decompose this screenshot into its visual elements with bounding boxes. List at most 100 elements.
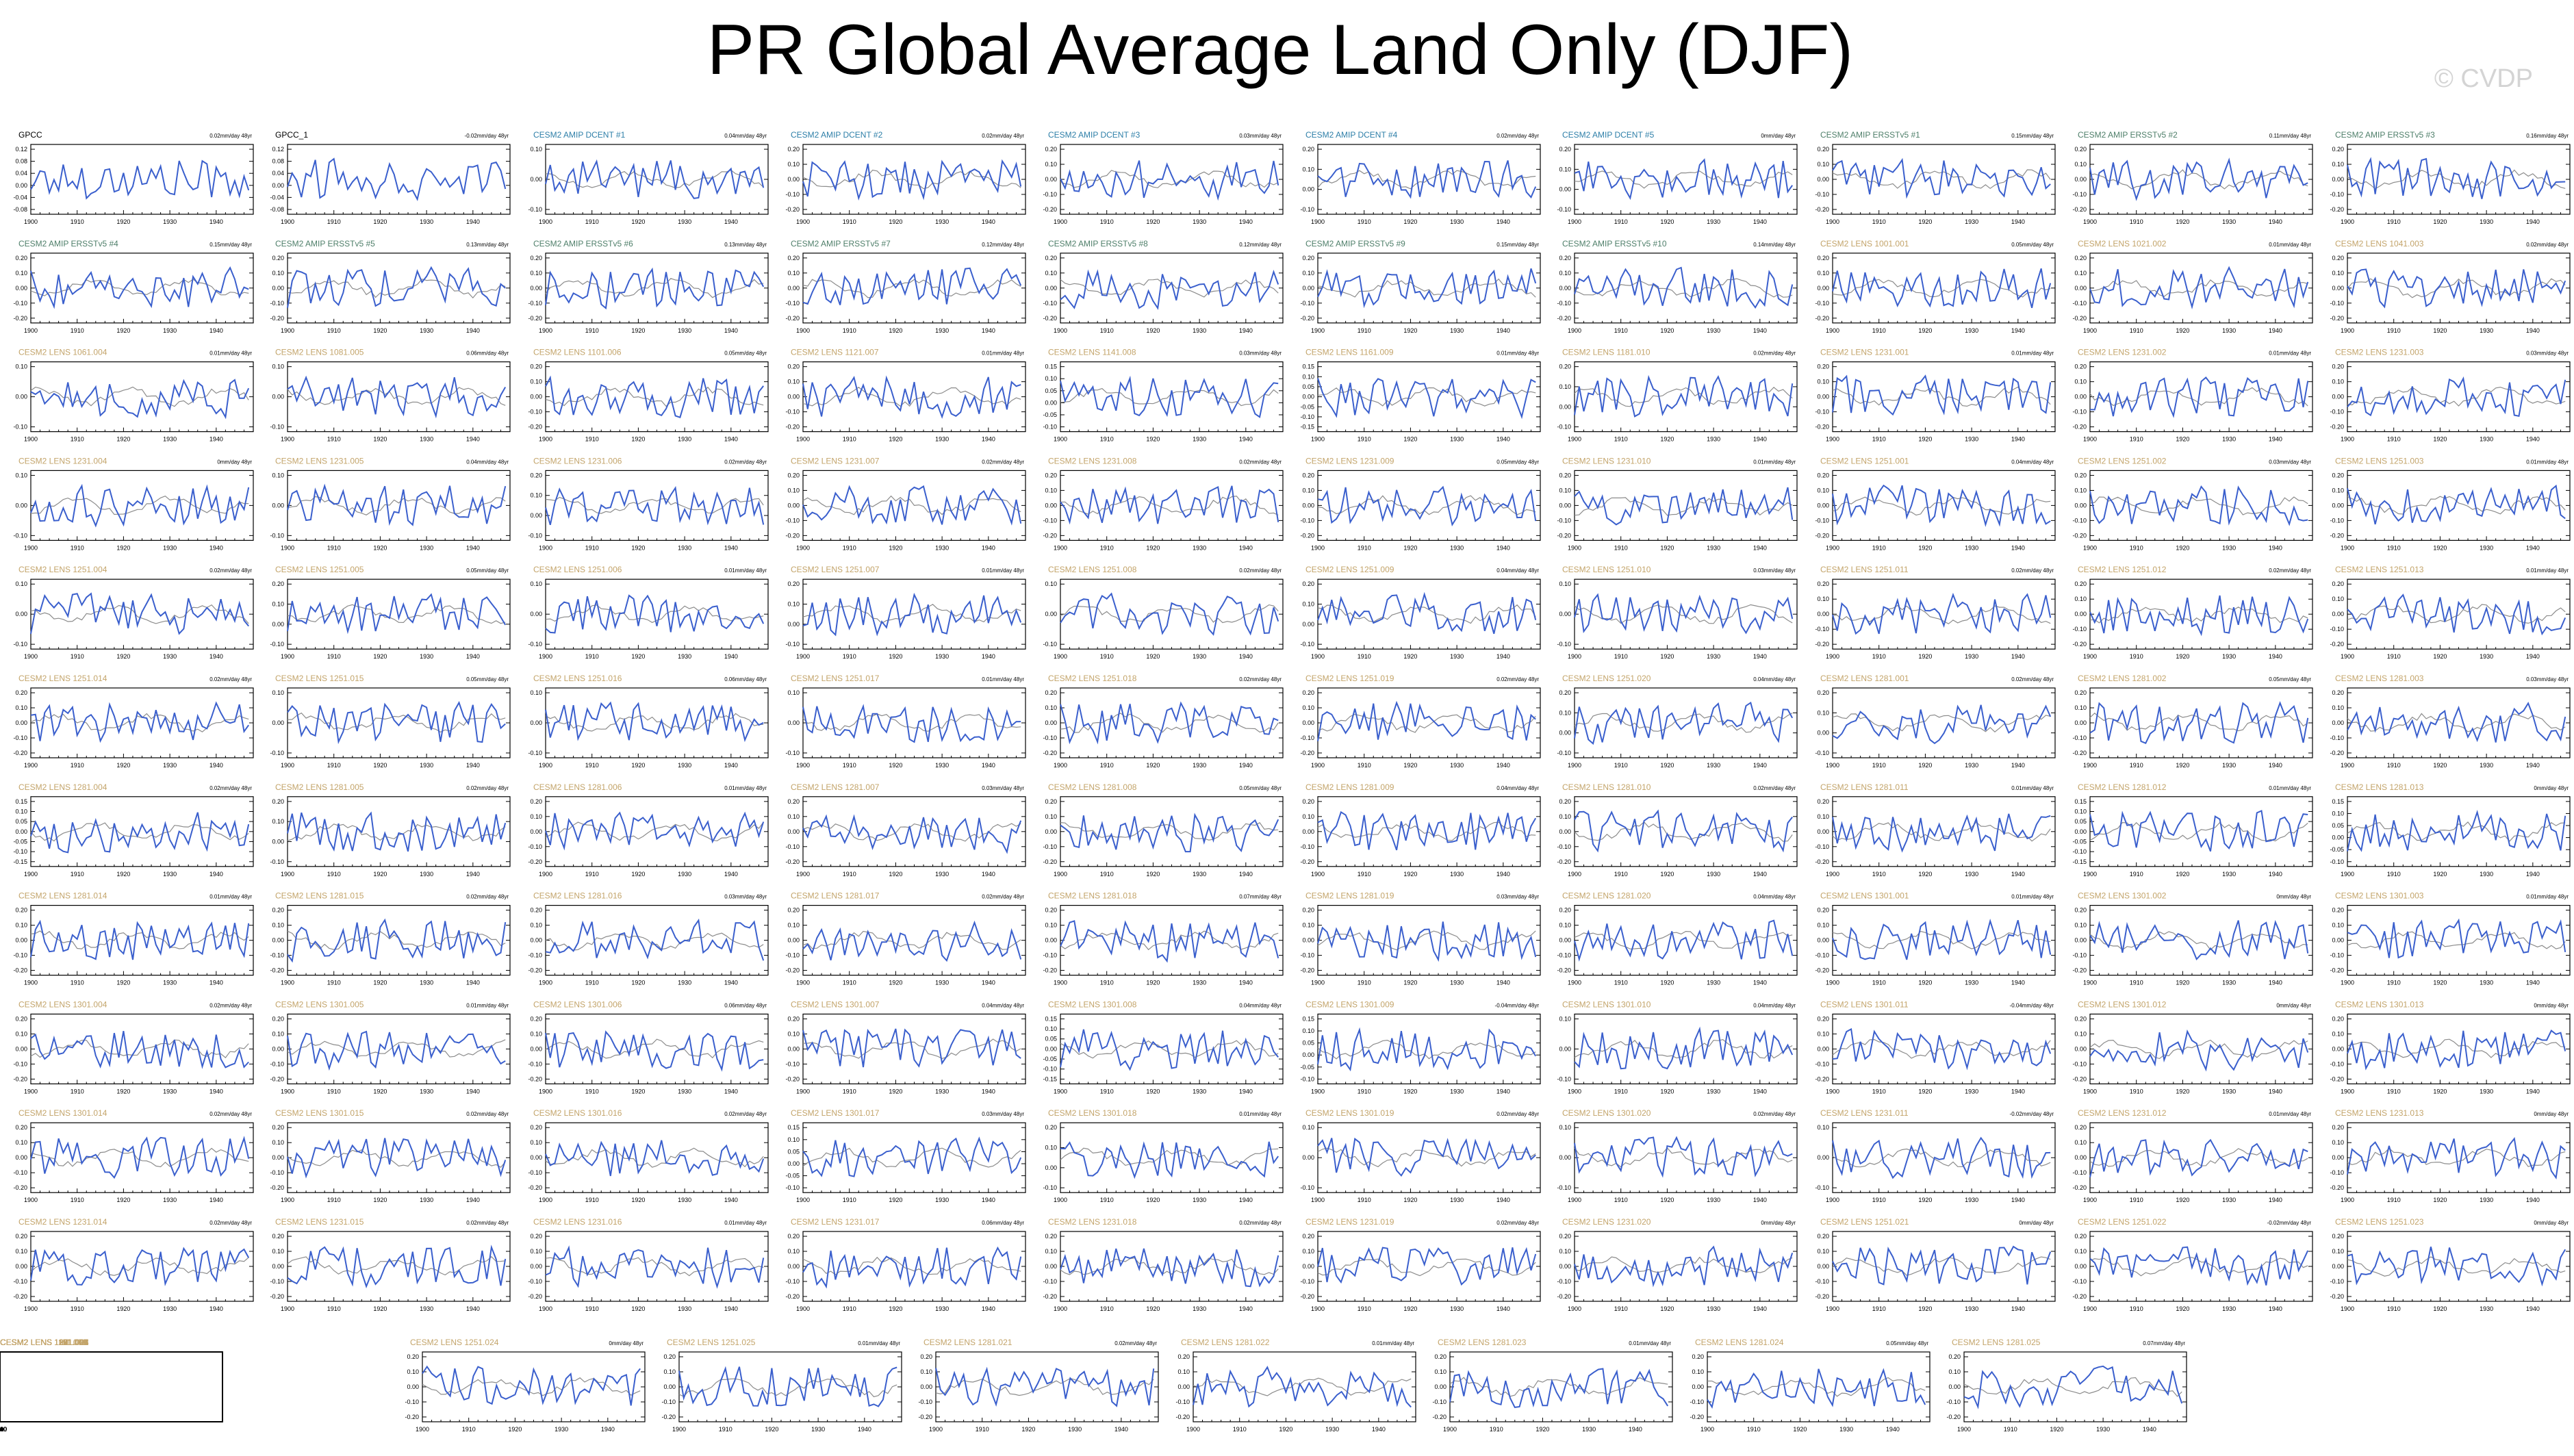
x-tick-label: 1930: [935, 871, 949, 878]
x-tick-label: 1920: [373, 1197, 387, 1203]
y-tick-label: 0.10: [2332, 810, 2344, 817]
panel-trend: 0.01mm/day 48yr: [466, 1002, 509, 1008]
ensemble-mean-line: [802, 495, 1021, 515]
y-tick-label: 0.10: [787, 1136, 800, 1143]
panel-frame: [2347, 578, 2571, 650]
x-tick-label: 1900: [1054, 436, 1067, 443]
x-tick-label: 1930: [420, 871, 433, 878]
x-tick-label: 1900: [796, 218, 810, 225]
panel-title: CESM2 LENS 1231.004: [18, 456, 107, 465]
x-tick-label: 1930: [935, 980, 949, 986]
y-tick-label: -0.10: [1300, 300, 1314, 307]
panel-title: CESM2 LENS 1251.003: [2335, 456, 2424, 465]
x-tick-label: 1930: [2480, 544, 2493, 551]
y-tick-label: -0.10: [1815, 191, 1829, 198]
panel-frame: [287, 470, 511, 541]
panel-trend: 0.04mm/day 48yr: [1496, 567, 1539, 574]
series-line: [1832, 704, 2052, 745]
panel: CESM2 LENS 1301.002 0mm/day 48yr 0.20 0.10 0…: [2072, 891, 2313, 986]
y-tick-label: 0.00: [2074, 828, 2087, 835]
x-tick-label: 1940: [2526, 436, 2540, 443]
panel: CESM2 AMIP ERSSTv5 #4 0.15mm/day 48yr 0.20…: [13, 239, 254, 334]
panel-title: CESM2 LENS 1281.008: [1048, 782, 1137, 792]
x-tick-label: 1900: [1054, 327, 1067, 334]
x-tick-label: 1910: [585, 327, 599, 334]
panel-frame: [1832, 361, 2056, 433]
y-tick-label: -0.05: [785, 1173, 800, 1179]
panel-trend: 0.01mm/day 48yr: [2269, 242, 2311, 248]
x-tick-label: 1910: [2130, 327, 2143, 334]
panel-title: CESM2 LENS 1251.004: [18, 565, 107, 574]
panel: CESM2 LENS 1231.012 0.01mm/day 48yr 0.20 0.…: [2072, 1108, 2313, 1203]
panel: CESM2 LENS 1121.007 0.01mm/day 48yr 0.20 0.…: [785, 348, 1026, 443]
x-tick-label: 1930: [1193, 1088, 1206, 1095]
x-tick-label: 1920: [1403, 980, 1417, 986]
ensemble-mean-line: [1832, 1148, 2051, 1168]
x-tick-label: 1940: [1239, 327, 1253, 334]
panel-trend: 0mm/day 48yr: [2534, 1002, 2569, 1008]
panel: CESM2 LENS 1251.001 0.04mm/day 48yr 0.20 0.…: [1815, 456, 2056, 551]
panel-frame: [2347, 687, 2571, 758]
x-tick-label: 1940: [1496, 762, 1510, 769]
x-tick-label: 1930: [163, 436, 177, 443]
x-tick-label: 1900: [1568, 1088, 1581, 1095]
x-tick-label: 1930: [163, 871, 177, 878]
x-tick-label: 1930: [2222, 980, 2236, 986]
x-tick-label: 1910: [2130, 980, 2143, 986]
panel: CESM2 LENS 1231.008 0.02mm/day 48yr 0.20 0.…: [1043, 456, 1284, 551]
panel-trend: 0.01mm/day 48yr: [982, 567, 1024, 574]
x-tick-label: 1940: [1753, 653, 1767, 660]
y-tick-label: 0.00: [1817, 285, 1829, 292]
panel-title: CESM2 LENS 1281.001: [1820, 674, 1909, 683]
y-tick-label: 0.00: [1302, 186, 1314, 193]
y-tick-label: 0.00: [1302, 1051, 1314, 1058]
y-tick-label: 0.20: [530, 1015, 542, 1022]
y-tick-label: -0.10: [1300, 206, 1314, 213]
x-tick-label: 1940: [724, 762, 738, 769]
y-tick-label: 0.15: [2332, 798, 2344, 805]
panel-title: CESM2 AMIP ERSSTv5 #3: [2335, 130, 2435, 140]
panel-title: CESM2 LENS 1001.001: [1820, 239, 1909, 248]
y-tick-label: -0.20: [528, 1184, 542, 1191]
x-tick-label: 1940: [2526, 653, 2540, 660]
y-tick-label: -0.10: [785, 1184, 800, 1191]
panel-frame: [30, 1013, 254, 1085]
x-tick-label: 1930: [2222, 1197, 2236, 1203]
x-tick-label: 1920: [2433, 436, 2447, 443]
ensemble-mean-line: [1574, 1147, 1793, 1168]
y-tick-label: 0.05: [1045, 1036, 1057, 1043]
panel-title: CESM2 LENS 1231.003: [2335, 348, 2424, 357]
y-tick-label: 0.20: [1302, 255, 1314, 261]
y-tick-label: 0.20: [1817, 363, 1829, 370]
panel-frame: [30, 1122, 254, 1193]
y-tick-label: -0.20: [785, 424, 800, 431]
series-line: [545, 486, 765, 526]
x-tick-label: 1910: [585, 1197, 599, 1203]
panel-trend: 0.04mm/day 48yr: [1239, 1002, 1282, 1008]
x-tick-label: 1910: [585, 980, 599, 986]
x-tick-label: 1940: [982, 1088, 995, 1095]
y-tick-label: -0.20: [2072, 1075, 2087, 1082]
x-tick-label: 1900: [1568, 653, 1581, 660]
x-tick-label: 1920: [116, 1197, 130, 1203]
y-tick-label: 0.00: [2332, 1154, 2344, 1161]
series-line: [1060, 920, 1279, 963]
y-tick-label: 0.20: [1817, 146, 1829, 153]
x-tick-label: 1940: [1753, 436, 1767, 443]
x-tick-label: 1920: [116, 544, 130, 551]
panel-title: CESM2 LENS 1301.017: [791, 1108, 880, 1118]
series-line: [1317, 591, 1537, 635]
panel-title: CESM2 LENS 1281.018: [1048, 891, 1137, 901]
panel-title: CESM2 LENS 1041.003: [2335, 239, 2424, 248]
y-tick-label: 0.00: [1045, 176, 1057, 183]
x-tick-label: 1930: [1450, 1088, 1464, 1095]
x-tick-label: 1930: [2222, 327, 2236, 334]
x-tick-label: 1940: [2269, 980, 2282, 986]
y-tick-label: 0.10: [2074, 270, 2087, 277]
y-tick-label: -0.10: [1815, 626, 1829, 633]
series-line: [1060, 160, 1279, 201]
panel-title: CESM2 LENS 1231.013: [2335, 1108, 2424, 1118]
panel: CESM2 AMIP DCENT #5 0mm/day 48yr 0.20 0.10 0…: [1557, 130, 1798, 225]
x-tick-label: 1920: [889, 544, 902, 551]
panel-title: CESM2 AMIP ERSSTv5 #9: [1305, 239, 1405, 248]
